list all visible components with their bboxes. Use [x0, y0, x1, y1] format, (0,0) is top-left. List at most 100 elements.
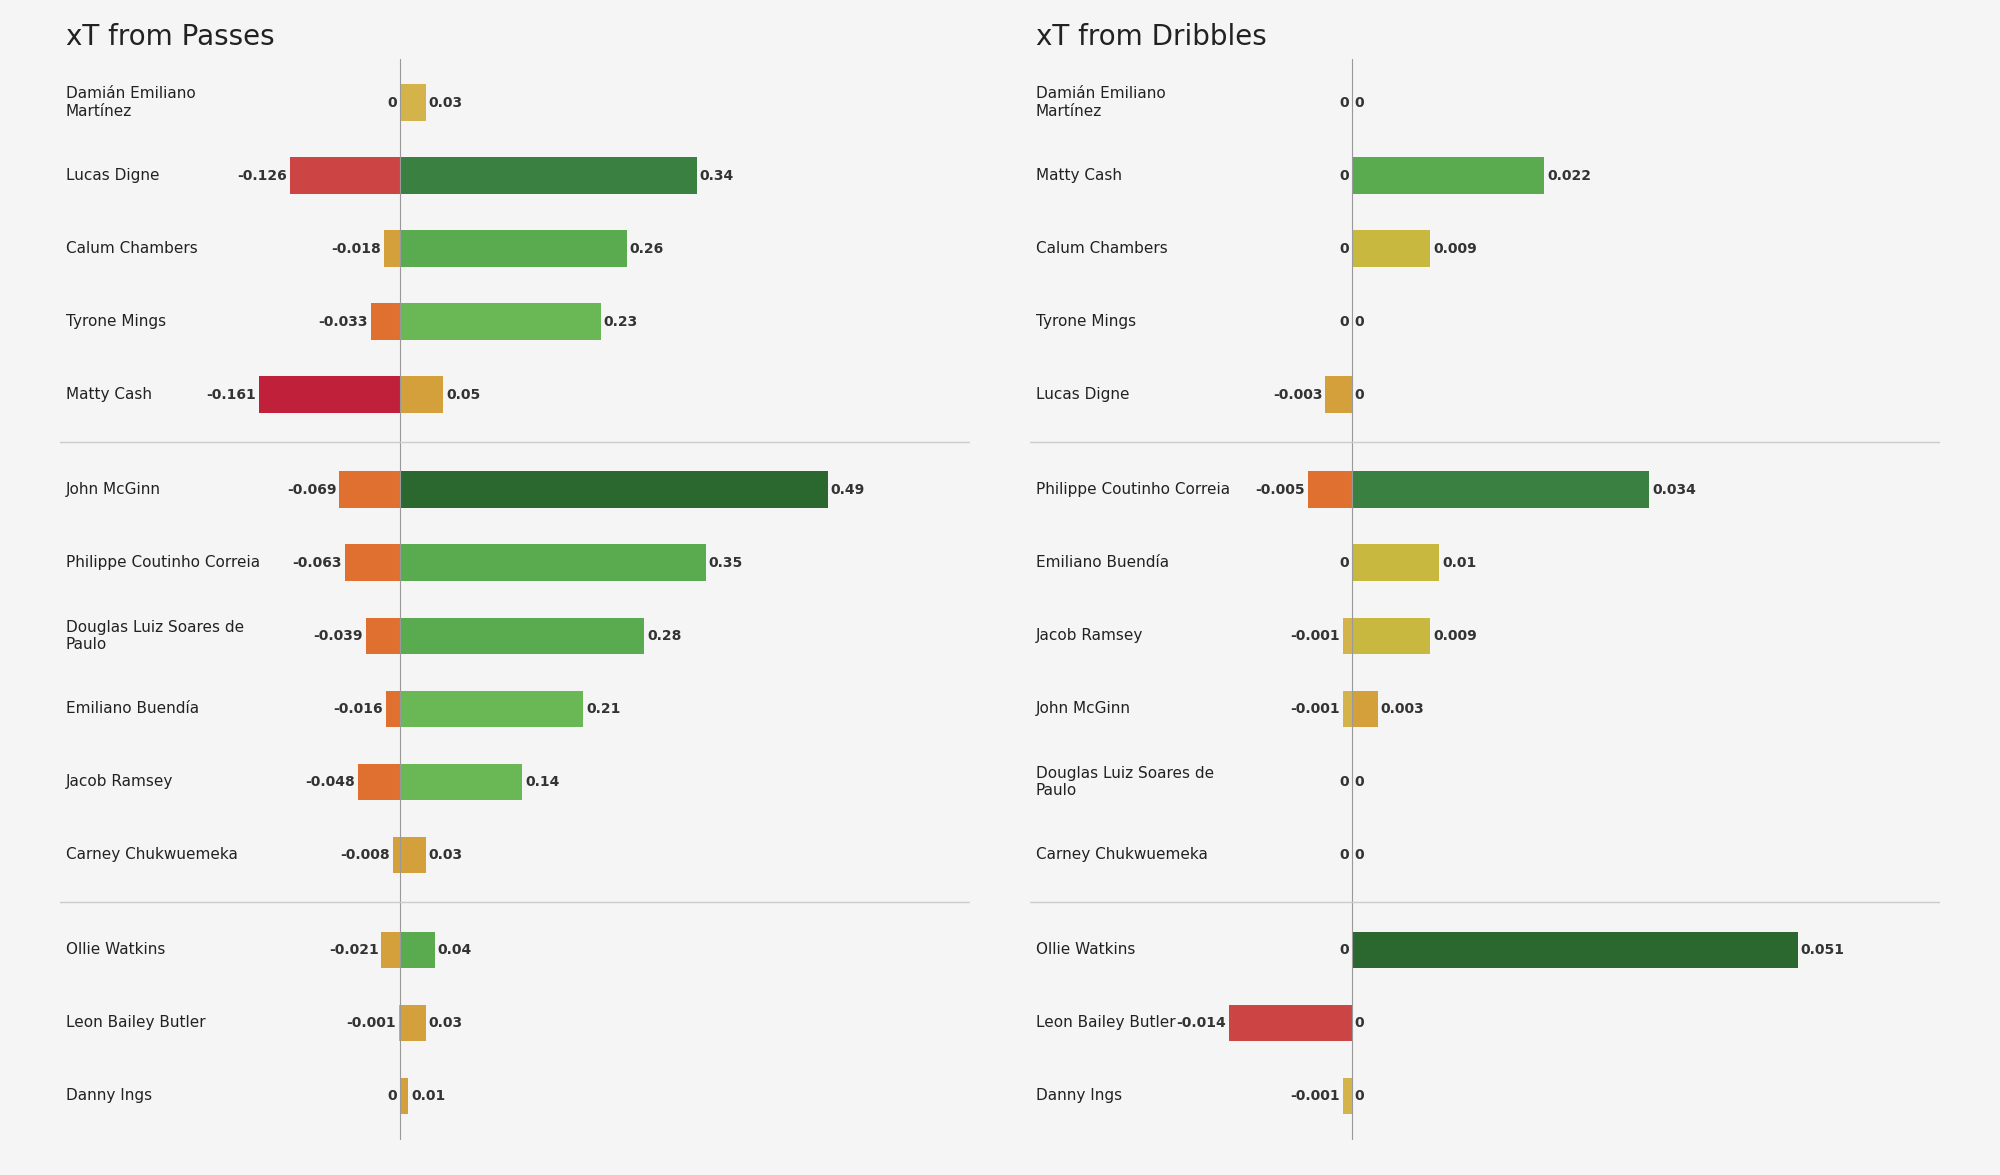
Bar — [400, 157, 696, 194]
Text: Emiliano Buendía: Emiliano Buendía — [1036, 556, 1168, 570]
Text: 0.49: 0.49 — [830, 483, 864, 497]
Text: -0.033: -0.033 — [318, 315, 368, 329]
Text: 0.14: 0.14 — [524, 774, 560, 788]
Text: 0.009: 0.009 — [1434, 629, 1476, 643]
Text: 0: 0 — [1354, 1016, 1364, 1029]
Text: -0.005: -0.005 — [1256, 483, 1304, 497]
Text: -0.048: -0.048 — [306, 774, 354, 788]
Text: John McGinn: John McGinn — [66, 482, 160, 497]
Bar — [366, 618, 400, 654]
Text: John McGinn: John McGinn — [1036, 701, 1130, 717]
Bar — [400, 837, 426, 873]
Text: -0.069: -0.069 — [288, 483, 336, 497]
Text: Carney Chukwuemeka: Carney Chukwuemeka — [1036, 847, 1208, 862]
Text: Lucas Digne: Lucas Digne — [1036, 388, 1130, 402]
Text: 0: 0 — [1354, 774, 1364, 788]
Text: -0.001: -0.001 — [1290, 1089, 1340, 1103]
Text: Jacob Ramsey: Jacob Ramsey — [66, 774, 174, 790]
Text: -0.021: -0.021 — [328, 942, 378, 956]
Bar — [1326, 376, 1352, 412]
Text: 0: 0 — [1340, 848, 1348, 862]
Text: -0.001: -0.001 — [346, 1016, 396, 1029]
Text: Tyrone Mings: Tyrone Mings — [1036, 314, 1136, 329]
Bar — [1342, 1077, 1352, 1114]
Bar — [400, 230, 626, 267]
Text: -0.003: -0.003 — [1272, 388, 1322, 402]
Bar — [1352, 471, 1650, 508]
Text: Ollie Watkins: Ollie Watkins — [1036, 942, 1136, 958]
Text: Matty Cash: Matty Cash — [66, 388, 152, 402]
Text: 0.03: 0.03 — [428, 848, 462, 862]
Bar — [1342, 618, 1352, 654]
Bar — [386, 691, 400, 727]
Bar — [400, 544, 706, 580]
Text: Carney Chukwuemeka: Carney Chukwuemeka — [66, 847, 238, 862]
Bar — [1308, 471, 1352, 508]
Text: Philippe Coutinho Correia: Philippe Coutinho Correia — [66, 556, 260, 570]
Bar — [382, 932, 400, 968]
Bar — [344, 544, 400, 580]
Text: 0.003: 0.003 — [1380, 701, 1424, 716]
Text: Danny Ings: Danny Ings — [1036, 1088, 1122, 1103]
Text: 0: 0 — [1340, 242, 1348, 256]
Bar — [1352, 230, 1430, 267]
Bar — [392, 837, 400, 873]
Text: 0.03: 0.03 — [428, 1016, 462, 1029]
Text: 0.35: 0.35 — [708, 556, 742, 570]
Text: 0.01: 0.01 — [412, 1089, 446, 1103]
Text: Lucas Digne: Lucas Digne — [66, 168, 160, 183]
Text: 0.009: 0.009 — [1434, 242, 1476, 256]
Bar — [290, 157, 400, 194]
Text: Douglas Luiz Soares de
Paulo: Douglas Luiz Soares de Paulo — [66, 619, 244, 652]
Text: 0.034: 0.034 — [1652, 483, 1696, 497]
Bar — [358, 764, 400, 800]
Text: Leon Bailey Butler: Leon Bailey Butler — [1036, 1015, 1176, 1030]
Text: 0.01: 0.01 — [1442, 556, 1476, 570]
Text: 0: 0 — [1340, 315, 1348, 329]
Text: Emiliano Buendía: Emiliano Buendía — [66, 701, 198, 717]
Bar — [400, 376, 444, 412]
Text: Philippe Coutinho Correia: Philippe Coutinho Correia — [1036, 482, 1230, 497]
Text: 0: 0 — [1354, 315, 1364, 329]
Text: 0: 0 — [1354, 95, 1364, 109]
Bar — [400, 85, 426, 121]
Bar — [1352, 157, 1544, 194]
Bar — [400, 691, 584, 727]
Text: -0.016: -0.016 — [334, 701, 382, 716]
Text: 0: 0 — [1340, 774, 1348, 788]
Text: Matty Cash: Matty Cash — [1036, 168, 1122, 183]
Bar — [400, 303, 600, 340]
Text: 0: 0 — [388, 95, 396, 109]
Bar — [1342, 691, 1352, 727]
Text: -0.161: -0.161 — [206, 388, 256, 402]
Text: 0.21: 0.21 — [586, 701, 620, 716]
Text: Calum Chambers: Calum Chambers — [1036, 241, 1168, 256]
Text: 0.05: 0.05 — [446, 388, 480, 402]
Text: 0.26: 0.26 — [630, 242, 664, 256]
Bar — [400, 932, 434, 968]
Text: 0: 0 — [1354, 848, 1364, 862]
Text: 0.28: 0.28 — [648, 629, 682, 643]
Bar — [1352, 691, 1378, 727]
Text: 0: 0 — [1340, 169, 1348, 182]
Text: -0.039: -0.039 — [314, 629, 362, 643]
Text: Jacob Ramsey: Jacob Ramsey — [1036, 629, 1144, 643]
Bar — [400, 618, 644, 654]
Text: Ollie Watkins: Ollie Watkins — [66, 942, 166, 958]
Bar — [340, 471, 400, 508]
Text: 0.34: 0.34 — [700, 169, 734, 182]
Text: 0.022: 0.022 — [1546, 169, 1590, 182]
Bar — [1352, 932, 1798, 968]
Bar — [1352, 544, 1440, 580]
Text: 0: 0 — [1340, 556, 1348, 570]
Text: xT from Passes: xT from Passes — [66, 22, 274, 51]
Bar — [400, 471, 828, 508]
Bar — [400, 764, 522, 800]
Text: 0.23: 0.23 — [604, 315, 638, 329]
Bar — [384, 230, 400, 267]
Bar — [400, 1077, 408, 1114]
Text: Damián Emiliano
Martínez: Damián Emiliano Martínez — [1036, 87, 1166, 119]
Text: -0.008: -0.008 — [340, 848, 390, 862]
Text: 0.04: 0.04 — [438, 942, 472, 956]
Text: 0: 0 — [388, 1089, 396, 1103]
